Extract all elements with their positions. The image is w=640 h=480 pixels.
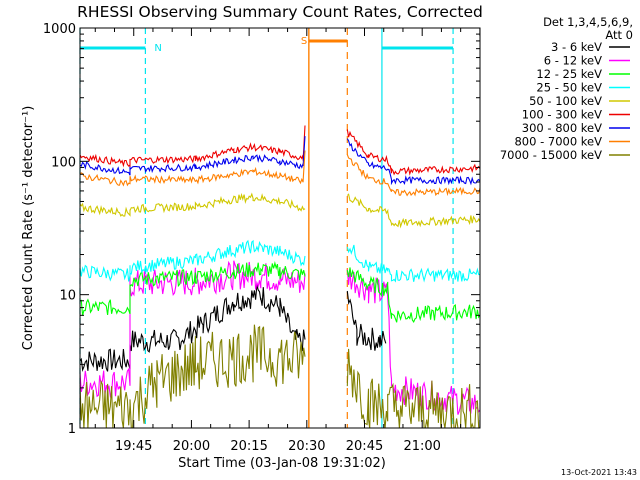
observing-flags: NS <box>79 28 454 428</box>
legend-label: 50 - 100 keV <box>529 94 602 108</box>
chart-title: RHESSI Observing Summary Count Rates, Co… <box>77 3 483 21</box>
series-line <box>79 136 306 176</box>
series-line <box>346 244 481 283</box>
series-line <box>79 192 306 217</box>
x-axis: 19:45 20:00 20:15 20:30 20:45 21:00 <box>94 28 481 454</box>
series-line <box>79 324 306 429</box>
night-label: N <box>154 43 161 54</box>
x-tick-label: 20:15 <box>230 439 267 454</box>
y-tick-label: 1 <box>68 422 76 437</box>
y-tick-label: 1000 <box>43 22 76 37</box>
series-line <box>79 125 306 168</box>
y-tick-label: 100 <box>51 155 76 170</box>
series-line <box>79 261 306 316</box>
series-line <box>346 193 481 229</box>
series-line <box>79 260 306 399</box>
legend-label: 25 - 50 keV <box>536 81 602 95</box>
series-line <box>346 348 481 429</box>
legend-label: 7000 - 15000 keV <box>500 148 602 162</box>
x-tick-label: 20:45 <box>346 439 383 454</box>
y-axis-label: Corrected Count Rate (s⁻¹ detector⁻¹) <box>21 106 36 351</box>
series-lines <box>79 125 481 429</box>
y-tick-label: 10 <box>59 289 76 304</box>
legend-label: 6 - 12 keV <box>544 54 602 68</box>
series-line <box>346 290 387 351</box>
legend-label: 100 - 300 keV <box>522 108 602 122</box>
legend-label: 3 - 6 keV <box>551 40 602 54</box>
legend-label: 800 - 7000 keV <box>514 135 602 149</box>
legend-label: 12 - 25 keV <box>536 67 602 81</box>
legend-label: 300 - 800 keV <box>522 121 602 135</box>
series-line <box>79 285 306 373</box>
series-line <box>346 269 481 415</box>
x-tick-label: 20:00 <box>173 439 210 454</box>
plot-frame <box>79 27 481 429</box>
legend-header-line-2: Att 0 <box>605 28 633 42</box>
x-tick-label: 20:30 <box>288 439 325 454</box>
legend-header-line-1: Det 1,3,4,5,6,9, <box>543 15 633 29</box>
footer-date: 13-Oct-2021 13:43 <box>561 468 637 477</box>
series-line <box>79 150 306 187</box>
x-tick-label: 21:00 <box>403 439 440 454</box>
x-axis-label: Start Time (03-Jan-08 19:31:02) <box>178 456 386 471</box>
series-line <box>346 138 481 186</box>
series-line <box>79 239 306 282</box>
series-line <box>346 154 481 197</box>
y-axis: 1 10 100 1000 <box>43 22 480 437</box>
saa-label: S <box>301 36 307 47</box>
x-tick-label: 19:45 <box>115 439 152 454</box>
series-line <box>346 267 481 324</box>
series-line <box>346 129 481 176</box>
